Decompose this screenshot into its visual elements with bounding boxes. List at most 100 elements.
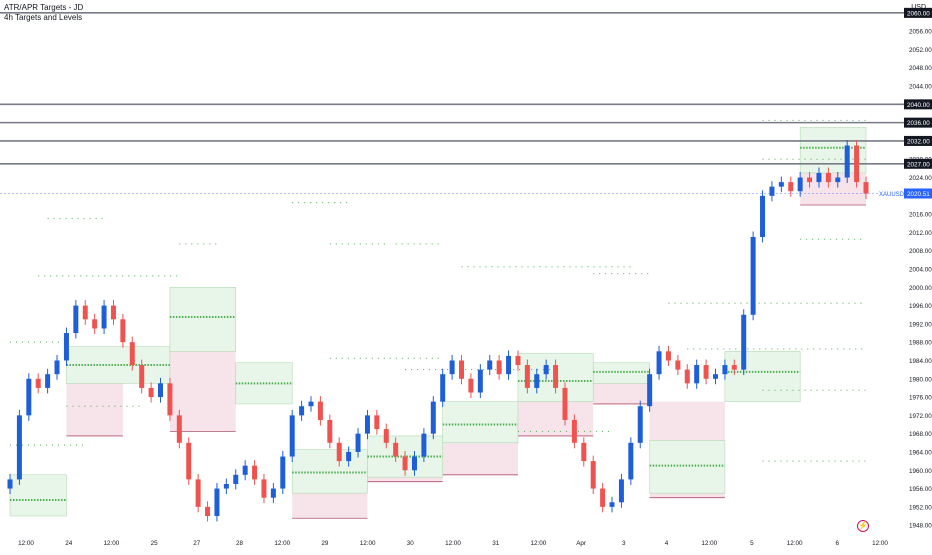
candle-body [158, 383, 164, 398]
time-axis-tick-label: Apr [576, 540, 586, 547]
price-axis-tick-label: 2052.00 [909, 47, 932, 54]
candle-body [393, 442, 399, 457]
time-axis-tick-label: 25 [151, 540, 159, 547]
candle-body [477, 369, 483, 393]
time-axis-tick-label: 28 [236, 540, 244, 547]
candle-body [101, 305, 107, 329]
time-axis-tick-label: 30 [407, 540, 415, 547]
bullish-target-zone-0 [9, 474, 67, 517]
time-axis-tick-label: 12:00 [445, 540, 461, 547]
price-axis-tick-label: 2044.00 [909, 84, 932, 91]
time-axis-tick-label: 3 [622, 540, 626, 547]
symbol-tag-label: XAUUSD [879, 192, 905, 198]
candle-body [148, 387, 154, 398]
candle-body [449, 360, 455, 375]
price-axis-tick-label: 1964.00 [909, 449, 932, 456]
candle-body [656, 351, 662, 375]
candle-body [609, 502, 615, 507]
time-axis-tick-label: 27 [193, 540, 201, 547]
candle-body [82, 305, 88, 320]
candle-body [411, 456, 417, 471]
candle-body [299, 406, 305, 416]
candle-body [647, 374, 653, 407]
candle-body [468, 378, 474, 393]
current-price-tag [904, 188, 932, 199]
price-axis-tick-label: 2000.00 [909, 285, 932, 292]
candle-body [336, 442, 342, 462]
indicator-title: ATR/APR Targets - JD [4, 3, 84, 12]
candle-body [176, 415, 182, 443]
price-axis-tick-label: 1972.00 [909, 413, 932, 420]
time-axis-tick-label: 4 [665, 540, 669, 547]
candle-body [760, 195, 766, 237]
price-axis-tick-label: 2004.00 [909, 267, 932, 274]
candle-body [355, 433, 361, 452]
candle-body [16, 415, 22, 480]
level-price-tag-label: 2027.00 [907, 161, 930, 168]
tradingview-logo-icon[interactable]: ⚡ [857, 520, 869, 532]
candle-body [703, 365, 709, 379]
price-axis-tick-label: 2048.00 [909, 65, 932, 72]
time-axis-tick-label: 29 [321, 540, 329, 547]
bullish-target-zone-2 [169, 287, 237, 352]
candle-body [73, 305, 79, 334]
candle-body [374, 415, 380, 430]
candle-body [205, 506, 211, 516]
candle-body [628, 442, 634, 480]
candle-body [233, 474, 239, 484]
price-axis-tick-label: 1968.00 [909, 431, 932, 438]
time-axis-tick-label: 12:00 [18, 540, 34, 547]
candle-body [7, 479, 13, 489]
price-axis-tick-label: 1956.00 [909, 486, 932, 493]
price-axis-tick-label: 1948.00 [909, 523, 932, 530]
candle-body [769, 186, 775, 196]
candle-body [590, 461, 596, 489]
candle-body [110, 305, 116, 320]
candle-body [421, 433, 427, 457]
bullish-target-zone-9 [649, 440, 726, 494]
candle-body [543, 365, 549, 375]
level-price-tag-label: 2060.00 [907, 10, 930, 17]
candle-body [270, 488, 276, 498]
candle-body [120, 319, 126, 343]
candle-body [459, 360, 465, 379]
candle-body [816, 172, 822, 183]
currency-label: USD [911, 4, 926, 11]
candle-body [665, 351, 671, 361]
candle-body [346, 451, 352, 462]
price-axis-tick-label: 1960.00 [909, 468, 932, 475]
time-axis-tick-label: 12:00 [274, 540, 290, 547]
candle-body [844, 145, 850, 178]
level-price-tag [904, 117, 932, 128]
time-axis-tick-label: 6 [836, 540, 840, 547]
candle-body [562, 387, 568, 420]
level-price-tag [904, 158, 932, 169]
bullish-target-zone-4 [291, 449, 368, 494]
candle-body [553, 365, 559, 388]
candle-body [139, 365, 145, 388]
candle-body [223, 483, 229, 489]
price-axis-tick-label: 1984.00 [909, 358, 932, 365]
level-price-tag [904, 7, 932, 18]
price-axis-tick-label: 2024.00 [909, 175, 932, 182]
price-axis-tick-label: 2012.00 [909, 230, 932, 237]
candle-body [675, 360, 681, 370]
indicator-legend[interactable]: ATR/APR Targets - JD 4h Targets and Leve… [4, 3, 83, 23]
candle-body [835, 177, 841, 183]
level-price-tag [904, 135, 932, 146]
time-axis-tick-label: 31 [492, 540, 500, 547]
candle-body [289, 415, 295, 457]
time-axis-tick-label: 24 [65, 540, 73, 547]
indicator-subtitle: 4h Targets and Levels [4, 13, 83, 22]
level-price-tag-label: 2036.00 [907, 120, 930, 127]
candle-body [63, 333, 69, 361]
candle-body [487, 360, 493, 370]
bullish-target-zone-10 [724, 351, 801, 402]
level-price-tag [904, 99, 932, 110]
candle-body [722, 365, 728, 375]
candle-body [92, 319, 98, 329]
candle-body [496, 360, 502, 375]
candle-body [214, 488, 220, 516]
